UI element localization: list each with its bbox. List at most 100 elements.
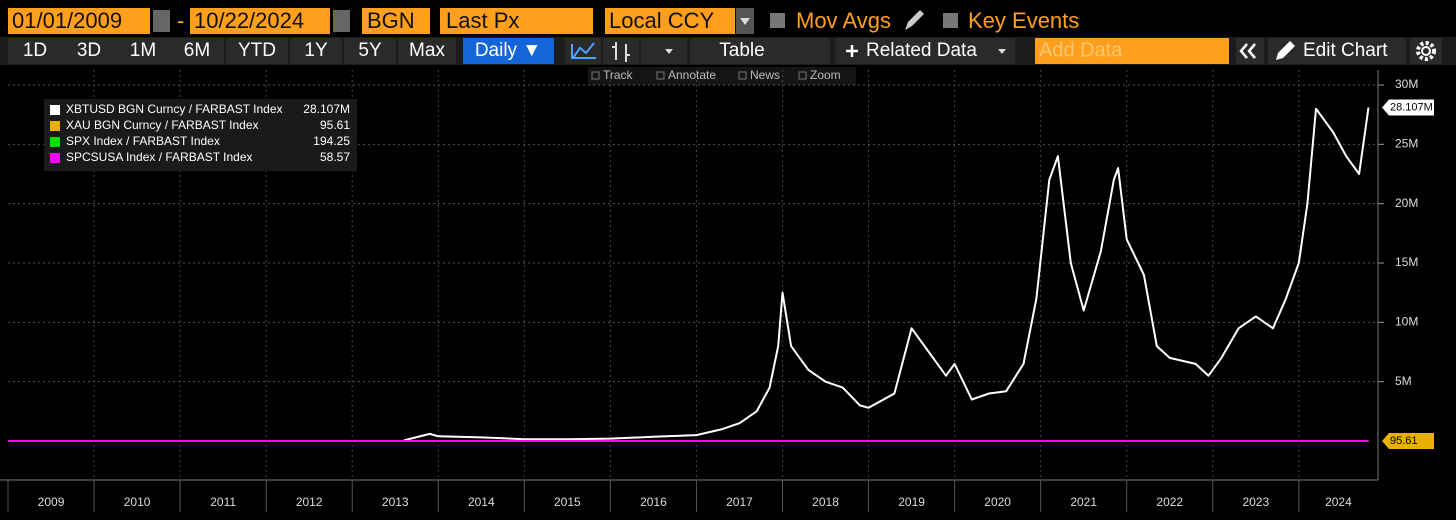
pencil-icon [1276,41,1295,60]
x-tick-label: 2013 [382,495,409,509]
x-tick-label: 2023 [1242,495,1269,509]
chart: 5M 10M 15M 20M 25M 30M 2009 2010 2011 2012 2013 201… [0,70,1434,512]
period-label: 1D [23,40,47,61]
tool-label[interactable]: Zoom [810,68,841,82]
period-button[interactable] [62,38,116,64]
legend-swatch [50,137,60,147]
x-tick-label: 2022 [1156,495,1183,509]
end-date-field[interactable] [190,8,330,34]
legend-name: XAU BGN Curncy / FARBAST Index [66,118,259,132]
x-tick-label: 2014 [468,495,495,509]
x-tick-label: 2015 [554,495,581,509]
y-tick-label: 5M [1395,374,1412,388]
source-field[interactable] [362,8,430,34]
legend-value: 95.61 [320,118,350,132]
last-value-label: 28.107M [1390,101,1433,113]
currency-field[interactable] [605,8,735,34]
period-label: YTD [238,40,276,61]
tool-icon [591,71,600,80]
period-label: 5Y [358,40,382,61]
mov-avgs-checkbox[interactable] [770,13,785,28]
x-tick-label: 2018 [812,495,839,509]
gear-icon [1421,46,1431,56]
x-tick-label: 2019 [898,495,925,509]
frequency-button[interactable] [463,38,554,64]
legend-swatch [50,121,60,131]
line-chart-icon [571,42,596,59]
legend-swatch [50,105,60,115]
key-events-label: Key Events [968,8,1079,33]
date-separator: - [177,8,184,33]
series-line [403,107,1370,442]
legend-value: 28.107M [303,102,350,116]
y-tick-label: 10M [1395,315,1418,329]
y-tick-label: 20M [1395,196,1418,210]
last-value-tag [1382,432,1434,449]
start-date-field[interactable] [8,8,150,34]
add-data-field[interactable] [1035,38,1229,64]
period-button[interactable] [116,38,170,64]
tool-icon [656,71,665,80]
x-tick-label: 2024 [1325,495,1352,509]
key-events-checkbox[interactable] [943,13,958,28]
legend-name: SPCSUSA Index / FARBAST Index [66,150,253,164]
legend-swatch [50,153,60,163]
period-button[interactable] [170,38,224,64]
dropdown-arrow [665,49,673,54]
period-button[interactable] [226,38,288,64]
legend-value: 194.25 [313,134,350,148]
calendar-icon[interactable] [153,10,170,32]
period-button[interactable] [8,38,62,64]
tool-label[interactable]: Track [603,68,634,82]
collapse-icon [1239,43,1256,59]
calendar-icon[interactable] [333,10,350,32]
table-button[interactable] [690,38,830,64]
tool-label[interactable]: Annotate [668,68,716,82]
add-data-placeholder: Add Data [1039,39,1123,61]
table-label: Table [719,40,764,61]
period-label: Max [409,40,445,61]
period-label: 6M [184,40,210,61]
x-tick-label: 2017 [726,495,753,509]
related-data-label: Related Data [866,40,977,61]
period-button[interactable] [344,38,396,64]
dropdown-arrow [998,49,1006,54]
bar-chart-button[interactable] [603,38,639,64]
x-tick-label: 2016 [640,495,667,509]
dropdown-arrow [740,18,750,25]
start-date: 01/01/2009 [12,8,122,33]
legend-value: 58.57 [320,150,350,164]
last-value-tag [1382,99,1434,116]
currency: Local CCY [609,8,714,33]
period-label: 1M [130,40,156,61]
x-tick-label: 2012 [296,495,323,509]
tool-icon [738,71,747,80]
tool-label[interactable]: News [750,68,780,82]
period-button[interactable] [398,38,456,64]
last-value-label: 95.61 [1390,435,1418,447]
y-tick-label: 15M [1395,255,1418,269]
frequency: Daily ▼ [475,40,541,61]
x-tick-label: 2021 [1070,495,1097,509]
period-label: 1Y [304,40,328,61]
y-tick-label: 30M [1395,77,1418,91]
y-tick-label: 25M [1395,137,1418,151]
related-data-button[interactable] [835,38,1015,64]
edit-chart-label: Edit Chart [1303,40,1388,61]
chart-type-dropdown[interactable] [641,38,687,64]
legend-name: SPX Index / FARBAST Index [66,134,220,148]
field-box[interactable] [440,8,593,34]
pencil-icon[interactable] [905,10,924,30]
field: Last Px [446,8,519,33]
x-tick-label: 2010 [124,495,151,509]
chart-tools-bar [588,67,856,85]
tool-icon [798,71,807,80]
plus-icon [846,45,858,57]
period-label: 3D [77,40,101,61]
period-button[interactable] [290,38,342,64]
x-tick-label: 2011 [210,495,236,509]
mov-avgs-label: Mov Avgs [796,8,891,33]
